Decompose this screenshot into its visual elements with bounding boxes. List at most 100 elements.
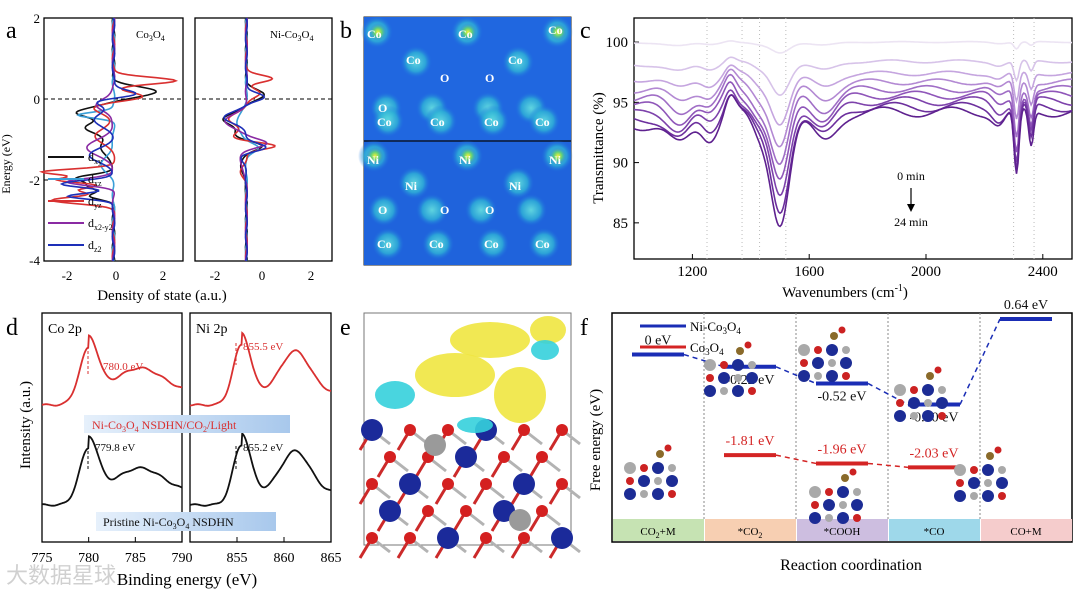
ftir-frame [633, 17, 1073, 260]
fe-level-label-1-3: -2.03 eV [910, 446, 959, 461]
xps-ni-peak-bottom: 855.2 eV [243, 442, 283, 454]
atom [556, 424, 568, 436]
pdos-legend-label-x2-y2: dx2-y2 [88, 216, 113, 232]
adsorbate-model-atom [798, 370, 810, 382]
pdos-series-nico3o4-dz2 [223, 17, 267, 262]
charge-density-blob [416, 194, 448, 226]
adsorbate-model-atom [938, 412, 946, 420]
adsorbate-model-atom [851, 499, 863, 511]
adsorbate-model-atom [814, 346, 822, 354]
atom [493, 500, 515, 522]
xps-xtick: 785 [125, 551, 146, 566]
charge-density-blob [528, 105, 560, 137]
adsorbate-model-atom [837, 486, 849, 498]
ftir-spectrum-7 [633, 94, 1073, 215]
adsorbate-model-atom [748, 361, 756, 369]
atom [480, 478, 492, 490]
pdos-xtick: 2 [308, 268, 315, 283]
charge-density-core [549, 23, 567, 41]
adsorbate-model-atom [853, 514, 861, 522]
fe-step-label: *CO2 [738, 526, 763, 540]
xps-ni-peak-top: 855.5 eV [243, 341, 283, 353]
adsorbate-model-atom [720, 387, 728, 395]
adsorbate-model-atom [954, 464, 966, 476]
pdos-series-nico3o4-dyz [227, 17, 276, 262]
xps-xtick: 780 [78, 551, 99, 566]
atom [498, 451, 510, 463]
adsorbate-model-atom [910, 412, 918, 420]
adsorbate-o-atom [849, 468, 857, 476]
adsorbate-model-atom [626, 477, 634, 485]
adsorbate-model-atom [823, 499, 835, 511]
pdos-ytick: 0 [34, 92, 41, 107]
atom [556, 478, 568, 490]
fe-xlabel: Reaction coordination [780, 557, 922, 574]
xps-xtick: 855 [227, 551, 248, 566]
ftir-xlabel: Wavenumbers (cm-1) [782, 283, 908, 301]
xps-ni_panel-series-1 [189, 432, 332, 507]
atom [460, 505, 472, 517]
xps-series-label-black: Pristine Ni-Co3O4 NSDHN [103, 515, 234, 531]
fe-step-band [797, 519, 888, 541]
ftir-spectrum-3 [633, 68, 1073, 148]
panel-label-d: d [6, 315, 18, 341]
pdos-title-nico3o4: Ni-Co3O4 [270, 29, 313, 43]
atom [379, 500, 401, 522]
pdos-curves [38, 17, 276, 262]
charge-lobe-yellow [415, 353, 495, 397]
adsorbate-o-atom [744, 341, 752, 349]
adsorbate-o-atom [664, 444, 672, 452]
atom [404, 424, 416, 436]
charge-map-bottom-label: O [378, 203, 387, 217]
ftir-spectrum-0 [634, 40, 1072, 54]
adsorbate-model-atom [837, 512, 849, 524]
xps-label-box-red [84, 415, 290, 433]
atom [551, 527, 573, 549]
adsorbate-model-atom [922, 410, 934, 422]
charge-density-blob [372, 228, 404, 260]
adsorbate-model-atom [853, 488, 861, 496]
charge-map-top-label: Co [406, 53, 421, 67]
panel-label-a: a [6, 18, 17, 44]
adsorbate-model-atom [922, 384, 934, 396]
ftir-xtick: 2000 [911, 264, 941, 280]
adsorbate-model-atom [825, 514, 833, 522]
atom-ni [424, 434, 446, 456]
ftir-spectrum-6 [634, 89, 1073, 197]
charge-map-bottom-label: O [485, 203, 494, 217]
charge-density-core [369, 23, 387, 41]
panel-label-f: f [580, 315, 588, 341]
fe-level-label-1-2: -1.96 eV [818, 442, 867, 457]
adsorbate-model-atom [924, 399, 932, 407]
charge-map-top-label: O [485, 71, 494, 85]
adsorbate-model-atom [954, 490, 966, 502]
charge-map-top-label: Co [367, 27, 382, 41]
adsorbate-model-atom [982, 464, 994, 476]
charge-density-core [366, 147, 384, 165]
fe-connector-0 [775, 366, 817, 385]
pdos-xtick: 2 [160, 268, 167, 283]
charge-lobe-yellow [450, 322, 530, 358]
adsorbate-model-atom [746, 372, 758, 384]
xps-series-label-red: Ni-Co3O4 NSDHN/CO2/Light [92, 418, 237, 434]
charge-density-core [459, 23, 477, 41]
ftir-xtick: 2400 [1028, 264, 1058, 280]
charge-map-top-label: Co [430, 115, 445, 129]
fe-connector-1 [867, 462, 909, 469]
fe-step-label: *COOH [824, 526, 861, 538]
adsorbate-model-atom [734, 374, 742, 382]
adsorbate-model-atom [894, 384, 906, 396]
charge-map-top-label: Co [508, 53, 523, 67]
adsorbate-model-atom [640, 464, 648, 472]
xps-co-peak-bottom: 779.8 eV [95, 442, 135, 454]
ftir-spectrum-2 [633, 64, 1073, 126]
charge-map-top-label: O [378, 101, 387, 115]
fe-level-label-1-1: -1.81 eV [726, 434, 775, 449]
adsorbate-model-atom [828, 359, 836, 367]
atom [404, 532, 416, 544]
charge-lobe-cyan [375, 381, 415, 409]
charge-lobe-cyan [531, 340, 559, 360]
adsorbate-c-atom [736, 347, 744, 355]
adsorbate-model-atom [908, 397, 920, 409]
charge-density-blob [372, 105, 404, 137]
